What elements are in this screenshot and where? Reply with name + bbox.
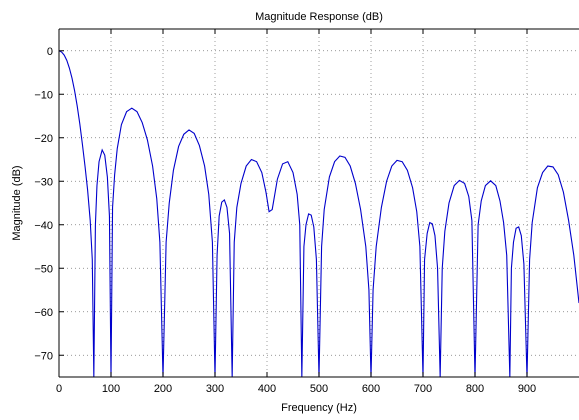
- x-tick-label: 900: [518, 383, 536, 395]
- x-tick-label: 600: [362, 383, 380, 395]
- x-tick-label: 200: [154, 383, 172, 395]
- x-tick-label: 800: [466, 383, 484, 395]
- x-tick-label: 700: [414, 383, 432, 395]
- chart-title: Magnitude Response (dB): [255, 11, 383, 23]
- magnitude-curve: [59, 50, 579, 377]
- x-tick-label: 300: [206, 383, 224, 395]
- y-tick-label: −60: [34, 307, 53, 319]
- y-tick-label: −30: [34, 176, 53, 188]
- plot-area: [59, 29, 579, 377]
- y-tick-label: −50: [34, 263, 53, 275]
- x-tick-label: 100: [102, 383, 120, 395]
- x-tick-label: 500: [310, 383, 328, 395]
- tick-labels: 0 100 200 300 400 500 600 700 800 900 0 −10 −20 −30 −4…: [34, 46, 536, 395]
- x-tick-label: 0: [56, 383, 62, 395]
- y-axis-label: Magnitude (dB): [11, 165, 23, 240]
- x-axis-label: Frequency (Hz): [281, 402, 357, 414]
- y-tick-label: −20: [34, 133, 53, 145]
- x-tick-label: 400: [258, 383, 276, 395]
- axes: [58, 28, 579, 378]
- y-tick-label: 0: [47, 46, 53, 58]
- curve-layer: [59, 50, 579, 377]
- y-tick-label: −70: [34, 350, 53, 362]
- y-tick-label: −40: [34, 220, 53, 232]
- y-tick-label: −10: [34, 89, 53, 101]
